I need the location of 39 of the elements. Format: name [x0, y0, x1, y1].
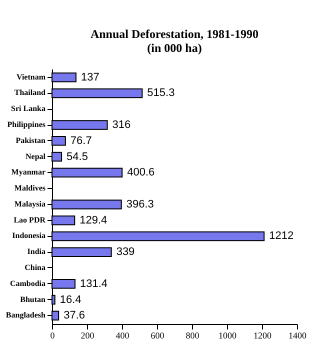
- y-tick-label: Sri Lanka: [11, 104, 46, 114]
- data-label: 137: [80, 71, 100, 84]
- y-tick-label: Pakistan: [16, 136, 46, 145]
- data-label: 400.6: [127, 166, 155, 179]
- data-label: 339: [116, 246, 135, 258]
- x-tick-label: 1200: [254, 330, 272, 340]
- y-tick-label: China: [24, 262, 46, 272]
- data-label: 396.3: [126, 198, 154, 210]
- text: (in 000 ha): [147, 41, 202, 55]
- data-label: 76.7: [70, 134, 92, 147]
- x-tick-label: 400: [116, 330, 130, 340]
- y-tick-label: Cambodia: [10, 278, 46, 288]
- x-tick-label: 600: [150, 330, 165, 340]
- y-tick-label: Nepal: [26, 152, 46, 161]
- y-tick-label: Vietnam: [16, 72, 46, 82]
- y-tick-label: Thailand: [14, 88, 46, 98]
- data-label: 54.5: [66, 150, 88, 163]
- y-tick-label: Indonesia: [12, 231, 46, 240]
- data-label: 515.3: [147, 87, 175, 100]
- y-tick-label: India: [27, 247, 46, 256]
- data-label: 16.4: [60, 294, 82, 306]
- x-tick-label: 200: [80, 330, 95, 340]
- data-label: 129.4: [80, 214, 108, 226]
- y-tick-label: Bangladesh: [6, 310, 46, 320]
- y-tick-label: Malaysia: [14, 199, 46, 208]
- x-tick-label: 0: [50, 330, 56, 340]
- y-tick-label: Lao PDR: [14, 215, 46, 224]
- text: Annual Deforestation, 1981-1990: [90, 27, 259, 41]
- data-label: 1212: [269, 230, 294, 242]
- y-tick-label: Maldives: [14, 184, 46, 193]
- data-label: 37.6: [64, 310, 85, 322]
- y-tick-label: Philippines: [7, 120, 46, 130]
- x-tick-label: 1000: [218, 330, 237, 340]
- y-tick-label: Bhutan: [20, 294, 46, 304]
- data-label: 316: [112, 119, 131, 132]
- y-tick-label: Myanmar: [11, 168, 46, 177]
- data-label: 131.4: [80, 278, 108, 290]
- x-tick-label: 800: [186, 330, 200, 340]
- x-tick-label: 1400: [288, 330, 307, 340]
